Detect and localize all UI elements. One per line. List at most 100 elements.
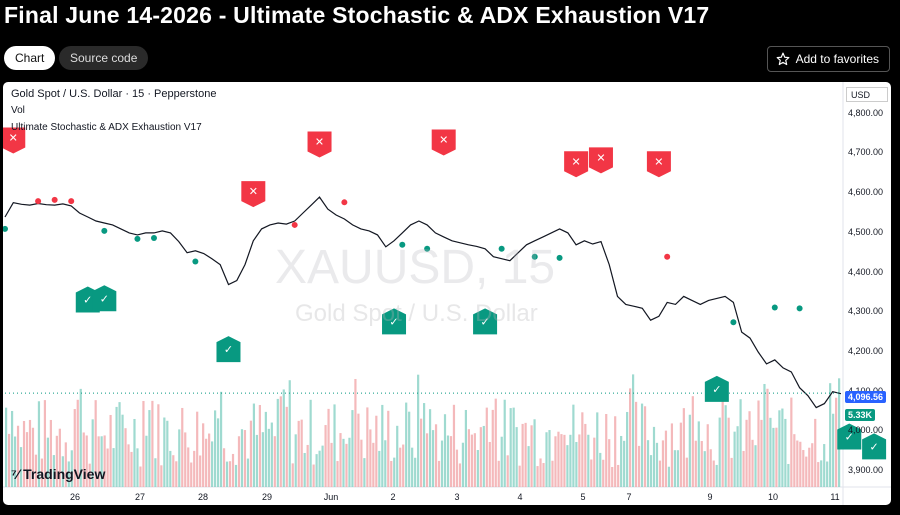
buy-signal-glyph: ✓ (224, 343, 233, 356)
volume-bar (763, 383, 766, 487)
volume-bar (599, 452, 602, 487)
volume-bar (219, 391, 223, 487)
volume-bar (43, 400, 47, 487)
volume-bar (745, 419, 748, 487)
volume-bar (530, 425, 533, 487)
watermark-name: Gold Spot / U.S. Dollar (295, 300, 538, 327)
volume-bar (781, 408, 784, 487)
time-tick-label: 2 (390, 492, 396, 502)
volume-bar (208, 433, 211, 487)
volume-bar (434, 424, 438, 487)
volume-bar (390, 460, 393, 487)
volume-bar (593, 437, 596, 487)
volume-bar (58, 428, 61, 487)
time-tick-label: Jun (323, 492, 339, 502)
sell-signal-marker (307, 131, 332, 158)
volume-bar (261, 432, 264, 487)
volume-legend[interactable]: Vol (11, 105, 25, 116)
volume-bar (160, 465, 163, 487)
volume-bar (712, 460, 715, 487)
volume-bar (506, 455, 509, 487)
volume-bar (614, 416, 617, 487)
volume-bar (175, 461, 178, 487)
volume-bar (13, 436, 17, 487)
volume-bar (330, 442, 333, 487)
sell-signal-marker (241, 181, 266, 208)
volume-bar (115, 406, 118, 487)
sell-signal-dot (68, 198, 75, 205)
volume-bar (799, 441, 802, 487)
volume-bar (79, 388, 82, 487)
indicator-legend[interactable]: Ultimate Stochastic & ADX Exhaustion V17 (11, 122, 202, 133)
volume-bar (455, 449, 459, 487)
volume-bar (700, 441, 703, 487)
buy-signal-dot (730, 319, 737, 326)
volume-bar (467, 429, 470, 487)
volume-bar (449, 436, 453, 487)
volume-bar (634, 401, 638, 487)
volume-bar (652, 426, 656, 487)
volume-bar (727, 417, 730, 487)
volume-bar (240, 429, 244, 487)
volume-bar (742, 450, 745, 487)
tradingview-logo[interactable]: ⁷⁄ TradingView (11, 466, 105, 482)
volume-bar (605, 414, 608, 487)
tab-chart[interactable]: Chart (4, 46, 56, 70)
volume-bar (369, 429, 372, 487)
buy-signal-glyph: ✓ (869, 440, 878, 453)
volume-bar (820, 460, 823, 487)
price-tick-label: 3,900.00 (848, 465, 884, 476)
sell-signal-dot (51, 196, 58, 203)
volume-bar (363, 458, 366, 487)
buy-signal-glyph: ✓ (100, 292, 109, 305)
tab-source-code[interactable]: Source code (59, 46, 149, 70)
volume-bar (318, 450, 321, 487)
volume-bar (315, 454, 318, 487)
volume-bar (387, 410, 390, 487)
volume-bar (64, 442, 67, 487)
volume-bar (246, 458, 250, 487)
volume-bar (285, 406, 288, 487)
volume-bar (408, 411, 411, 487)
buy-signal-dot (150, 235, 157, 242)
sell-signal-dot (341, 199, 348, 206)
volume-bar (420, 418, 423, 487)
price-chart[interactable]: ✕ ✕ ✕ ✕ ✕ ✕ ✕ ✓ ✓ ✓ ✓ ✓ ✓ ✓ ✓ (3, 82, 891, 505)
volume-bar (133, 418, 136, 487)
add-to-favorites-button[interactable]: Add to favorites (766, 46, 890, 72)
buy-signal-glyph: ✓ (389, 315, 398, 328)
price-tick-label: 4,800.00 (848, 107, 884, 118)
volume-bar (796, 440, 799, 487)
volume-bar (142, 400, 145, 487)
volume-bar (587, 434, 590, 487)
volume-bar (378, 450, 381, 487)
volume-bar (136, 448, 139, 487)
sell-signal-marker (3, 127, 26, 154)
volume-bar (823, 444, 826, 487)
buy-signal-marker (862, 433, 887, 460)
chart-panel[interactable]: ✕ ✕ ✕ ✕ ✕ ✕ ✕ ✓ ✓ ✓ ✓ ✓ ✓ ✓ ✓ XAUUSD, 15 Gold Spot / U… (3, 82, 891, 505)
volume-bar (399, 447, 402, 487)
volume-bar (103, 435, 106, 487)
volume-bar (706, 424, 709, 487)
volume-bar (118, 402, 121, 487)
volume-bar (181, 407, 184, 487)
volume-bar (130, 451, 133, 487)
volume-bar (7, 433, 11, 487)
volume-bar (584, 423, 587, 487)
currency-selector[interactable]: USD (846, 87, 888, 102)
volume-bar (91, 419, 94, 487)
symbol-legend[interactable]: Gold Spot / U.S. Dollar · 15 · Peppersto… (11, 88, 217, 100)
sell-signal-dot (291, 221, 298, 228)
volume-bar (357, 413, 360, 487)
price-tick-label: 4,100.00 (848, 386, 883, 396)
volume-bar (49, 419, 52, 487)
buy-signal-dot (556, 254, 563, 261)
volume-bar (632, 374, 635, 487)
volume-bar (425, 433, 429, 487)
volume-bar (100, 436, 103, 487)
volume-bar (832, 413, 835, 487)
sell-signal-glyph: ✕ (596, 151, 605, 164)
buy-signal-marker (704, 375, 729, 402)
volume-bar (393, 457, 396, 487)
